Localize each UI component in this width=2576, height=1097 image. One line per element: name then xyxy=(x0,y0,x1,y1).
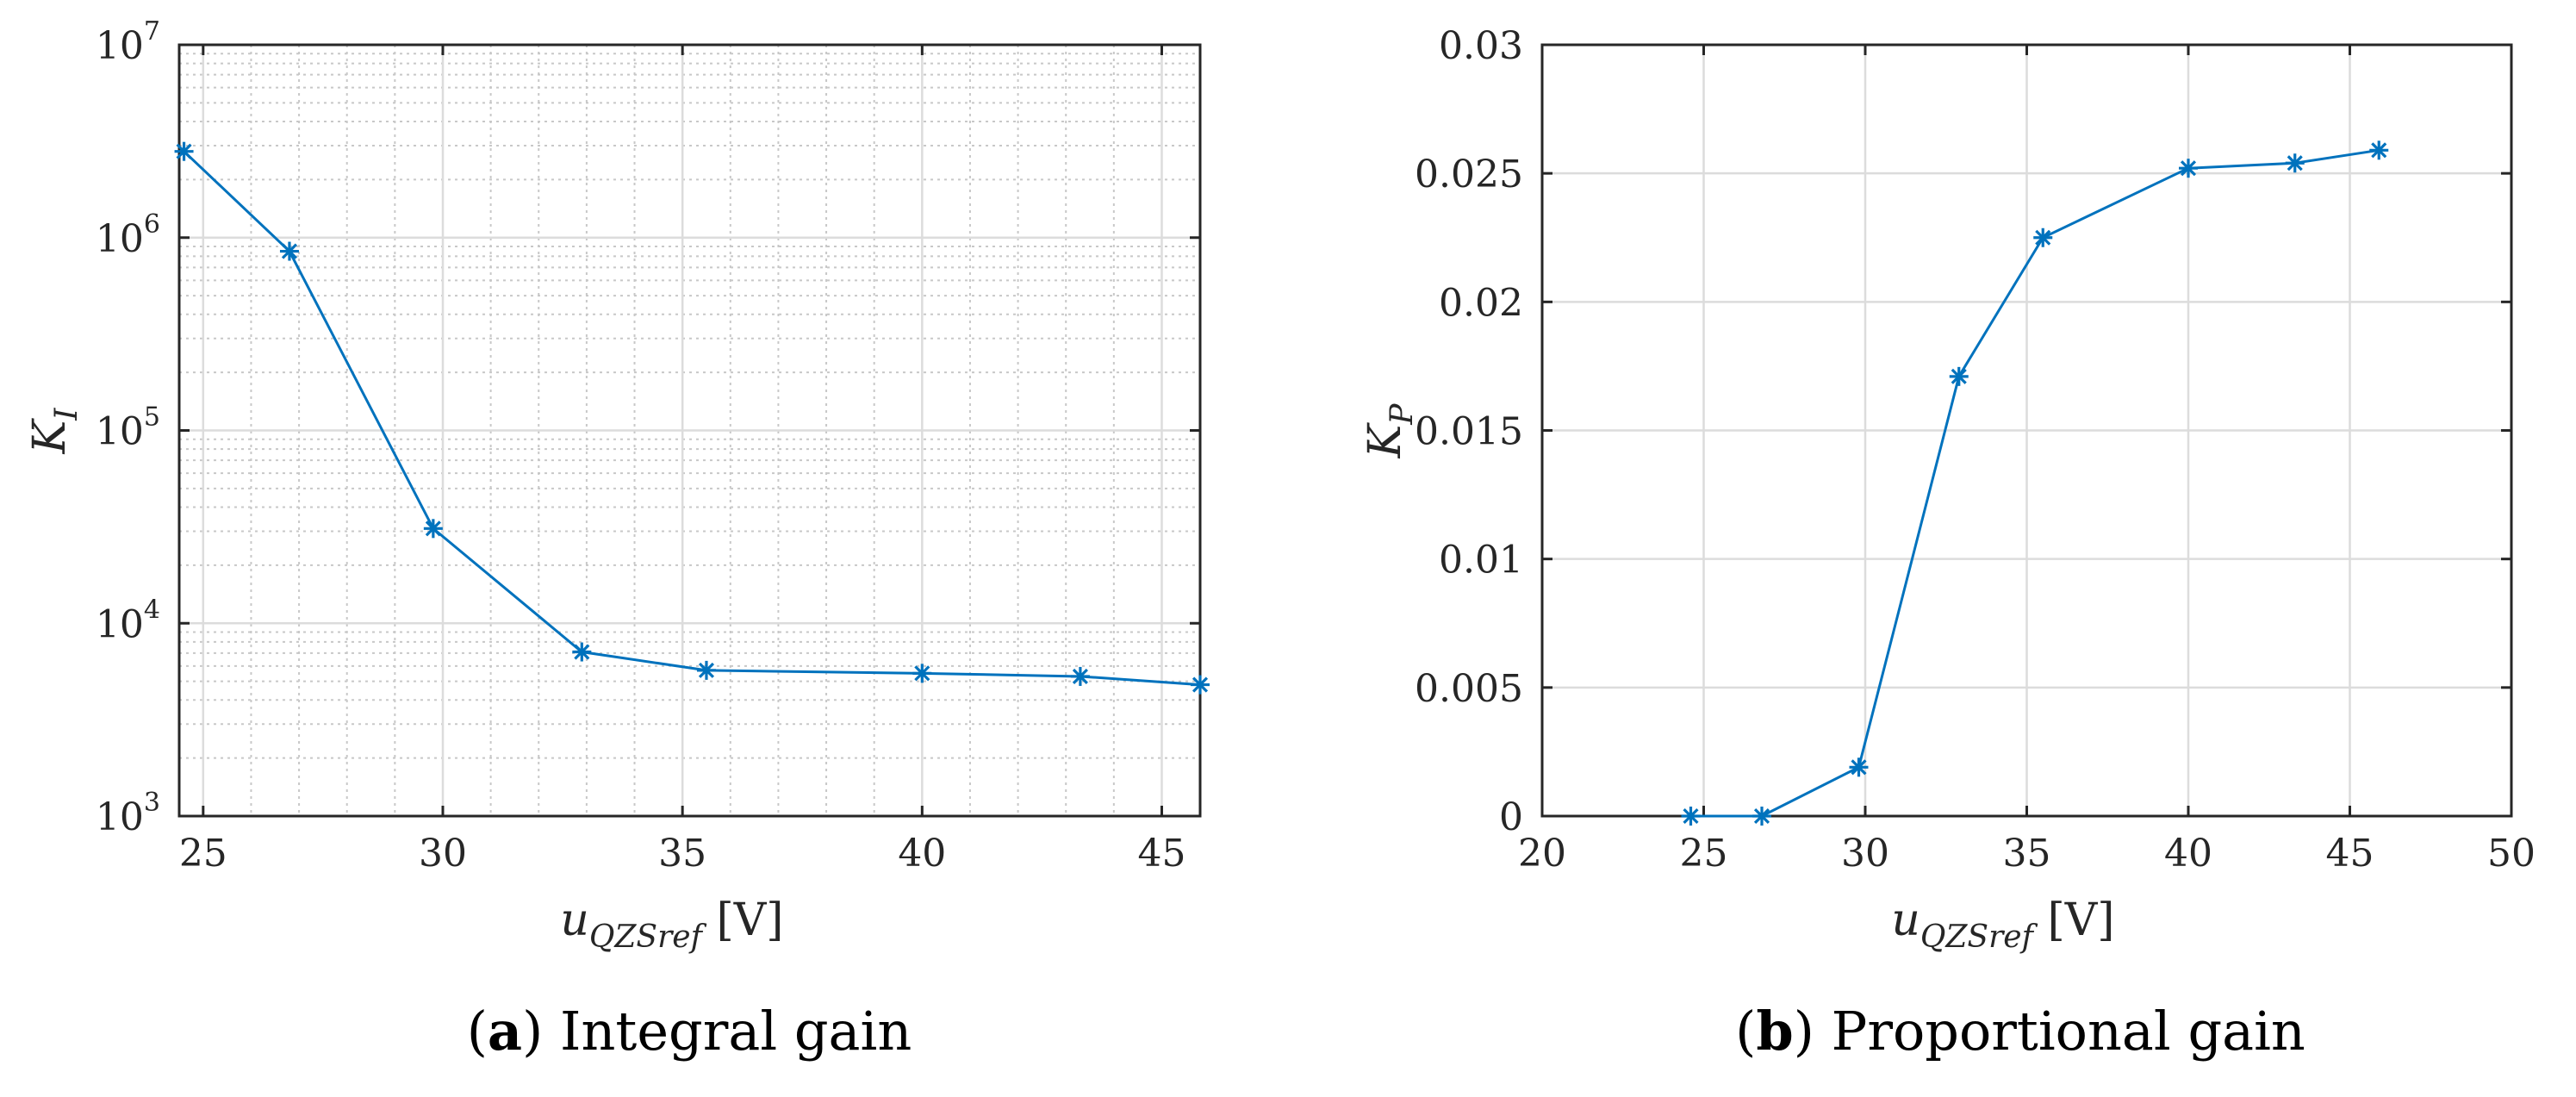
chart-b: 20 25 30 35 40 45 50 0 0.005 0.01 0.015 0.02 0.025 0.… xyxy=(1360,24,2536,1063)
y-tick-label: 0.025 xyxy=(1415,153,1523,196)
y-tick-label: 103 xyxy=(96,788,160,839)
data-point-marker xyxy=(1191,675,1210,695)
x-tick-label: 25 xyxy=(179,832,227,876)
x-tick-label: 30 xyxy=(1841,832,1889,876)
data-point-marker xyxy=(1070,666,1090,686)
data-point-marker xyxy=(1949,366,1969,386)
data-point-marker xyxy=(279,241,299,261)
x-axis-label: uQZSref [V] xyxy=(1891,894,2114,955)
data-point-marker xyxy=(696,660,716,680)
x-axis-label: uQZSref [V] xyxy=(560,894,783,955)
x-tick-label: 40 xyxy=(898,832,946,876)
x-tick-label: 45 xyxy=(1137,832,1185,876)
data-point-marker xyxy=(1681,807,1701,826)
y-axis-label: KI xyxy=(24,408,84,455)
data-point-marker xyxy=(174,141,194,161)
y-tick-label: 0.03 xyxy=(1439,24,1523,68)
data-point-marker xyxy=(1849,757,1869,777)
y-tick-label: 0.005 xyxy=(1415,667,1523,711)
data-point-marker xyxy=(2033,228,2053,247)
data-point-marker xyxy=(1752,807,1771,826)
x-tick-label: 40 xyxy=(2164,832,2212,876)
x-tick-label: 35 xyxy=(2003,832,2051,876)
y-tick-label: 0.02 xyxy=(1439,281,1523,325)
y-tick-label: 0.015 xyxy=(1415,410,1523,454)
series-line xyxy=(1690,148,2380,818)
x-tick-label: 30 xyxy=(419,832,467,876)
data-point-marker xyxy=(2285,153,2305,173)
chart-caption: (a) Integral gain xyxy=(467,1000,912,1063)
y-tick-label: 107 xyxy=(96,16,160,68)
y-tick-label: 105 xyxy=(96,402,160,454)
x-tick-label: 25 xyxy=(1680,832,1728,876)
data-point-marker xyxy=(2179,159,2198,178)
y-axis-label: KP xyxy=(1360,403,1420,459)
chart-a: 25 30 35 40 45 103 104 105 106 107 uQZSref [V] KI (a… xyxy=(24,16,1210,1063)
data-point-marker xyxy=(2369,140,2389,160)
y-tick-label: 0 xyxy=(1499,795,1523,839)
data-point-marker xyxy=(423,519,443,539)
series-line xyxy=(183,150,1201,687)
y-tick-label: 104 xyxy=(96,595,160,646)
x-tick-label: 35 xyxy=(658,832,706,876)
data-point-marker xyxy=(912,664,932,683)
y-tick-label: 0.01 xyxy=(1439,539,1523,583)
data-point-marker xyxy=(572,642,592,662)
y-tick-label: 106 xyxy=(96,209,160,261)
x-tick-label: 45 xyxy=(2326,832,2374,876)
x-tick-label: 20 xyxy=(1518,832,1566,876)
x-tick-label: 50 xyxy=(2487,832,2536,876)
chart-caption: (b) Proportional gain xyxy=(1735,1000,2305,1063)
